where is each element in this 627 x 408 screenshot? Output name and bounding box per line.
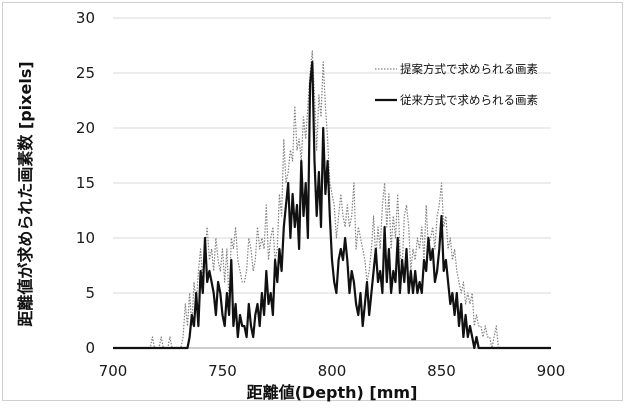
legend: 提案方式で求められる画素 従来方式で求められる画素 — [375, 62, 538, 107]
legend-label-proposed: 提案方式で求められる画素 — [400, 62, 538, 76]
series-line-conventional — [113, 60, 551, 350]
data-series — [113, 50, 551, 350]
y-tick-label: 25 — [76, 64, 95, 82]
legend-label-conventional: 従来方式で求められる画素 — [400, 93, 538, 107]
y-tick-label: 10 — [76, 229, 95, 247]
y-tick-label: 20 — [76, 119, 95, 137]
x-tick-label: 900 — [537, 362, 566, 380]
x-tick-label: 750 — [208, 362, 237, 380]
y-tick-label: 5 — [85, 284, 95, 302]
y-tick-label: 0 — [85, 339, 95, 357]
x-axis-title: 距離値(Depth) [mm] — [247, 383, 418, 402]
line-chart: 0 5 10 15 20 25 30 700 750 800 850 900 距離値が求められた画素… — [16, 9, 566, 402]
x-tick-label: 700 — [99, 362, 128, 380]
y-tick-label: 15 — [76, 174, 95, 192]
chart-frame: 0 5 10 15 20 25 30 700 750 800 850 900 距離値が求められた画素… — [2, 2, 623, 402]
y-tick-labels: 0 5 10 15 20 25 30 — [76, 9, 95, 357]
x-tick-labels: 700 750 800 850 900 — [99, 362, 566, 380]
y-axis-title: 距離値が求められた画素数 [pixels] — [16, 61, 35, 326]
grid-lines — [113, 17, 551, 294]
series-line-proposed — [113, 50, 551, 349]
y-tick-label: 30 — [76, 9, 95, 27]
x-tick-label: 850 — [427, 362, 456, 380]
x-tick-label: 800 — [318, 362, 347, 380]
